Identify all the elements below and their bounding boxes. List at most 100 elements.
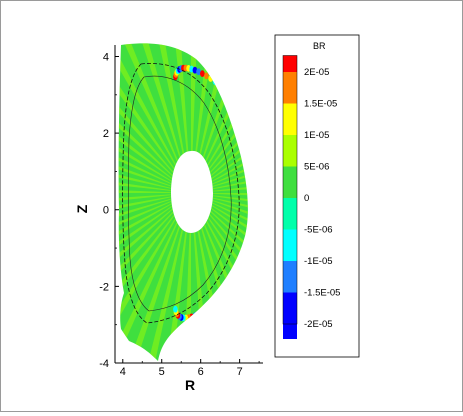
mode-band bbox=[118, 193, 191, 293]
legend-label: 2E-05 bbox=[304, 67, 329, 78]
edge-mode-blob bbox=[264, 138, 269, 145]
mode-band bbox=[118, 43, 191, 193]
mode-band bbox=[191, 75, 248, 193]
x-tick-label: 5 bbox=[159, 366, 165, 378]
mode-band bbox=[118, 193, 191, 235]
edge-mode-blob bbox=[253, 259, 258, 266]
mode-band bbox=[118, 193, 191, 355]
legend-swatch bbox=[283, 244, 297, 261]
edge-mode-blob bbox=[212, 301, 218, 308]
mode-band bbox=[118, 193, 191, 311]
y-ticks: 4 2 0 -2 -4 bbox=[99, 51, 119, 370]
edge-mode-blob bbox=[208, 75, 213, 82]
mode-band bbox=[141, 193, 191, 361]
mode-band bbox=[118, 193, 191, 327]
edge-mode-blob bbox=[217, 297, 222, 305]
edge-mode-blob bbox=[257, 126, 262, 133]
edge-mode-blob bbox=[221, 293, 227, 301]
mode-band bbox=[118, 193, 191, 342]
mode-band bbox=[191, 43, 248, 193]
edge-mode-blob bbox=[235, 98, 241, 106]
legend-swatch bbox=[283, 213, 297, 230]
legend-label: -2E-05 bbox=[304, 319, 333, 330]
legend-label: 1E-05 bbox=[304, 130, 329, 141]
mode-band bbox=[191, 193, 248, 222]
edge-mode-blob bbox=[267, 145, 272, 152]
legend-label: 5E-06 bbox=[304, 162, 329, 173]
legend-swatch bbox=[283, 307, 297, 324]
edge-mode-blob bbox=[267, 234, 272, 241]
legend-swatch bbox=[283, 276, 297, 293]
legend-label: -5E-06 bbox=[304, 225, 333, 236]
legend-swatches bbox=[282, 55, 298, 339]
mode-band bbox=[191, 151, 248, 193]
legend-swatch bbox=[283, 135, 297, 150]
legend-swatch bbox=[283, 324, 297, 339]
separatrix-contour bbox=[122, 63, 240, 324]
legend-swatch bbox=[283, 198, 297, 213]
edge-mode-blob bbox=[200, 70, 205, 78]
legend-label: 0 bbox=[304, 193, 309, 204]
mode-band bbox=[191, 193, 248, 360]
edge-mode-blob bbox=[260, 132, 265, 139]
edge-mode-blob bbox=[257, 253, 262, 260]
edge-mode-blob bbox=[240, 275, 245, 283]
legend-swatch bbox=[283, 166, 297, 182]
edge-mode-blob bbox=[231, 93, 236, 101]
mode-band bbox=[191, 193, 248, 317]
y-tick-label: 0 bbox=[103, 205, 109, 217]
mode-band bbox=[191, 111, 248, 193]
legend-label: -1.5E-05 bbox=[304, 288, 340, 299]
legend-swatch bbox=[283, 261, 297, 276]
legend-swatch bbox=[283, 103, 297, 119]
flux-surface-contour bbox=[128, 75, 232, 312]
edge-mode-blob bbox=[208, 304, 213, 311]
legend-swatch bbox=[283, 292, 297, 308]
x-tick-label: 6 bbox=[198, 366, 204, 378]
mode-band bbox=[118, 193, 191, 214]
x-ticks: 4 5 6 7 bbox=[120, 359, 260, 378]
mode-band bbox=[118, 193, 191, 361]
edge-mode-blob bbox=[226, 289, 232, 297]
edge-mode-blob bbox=[244, 270, 248, 278]
mode-band bbox=[118, 123, 191, 193]
mode-band bbox=[191, 93, 248, 193]
mode-band bbox=[121, 193, 191, 361]
edge-mode-blob bbox=[192, 66, 198, 74]
mode-band bbox=[118, 86, 191, 193]
mode-band bbox=[118, 143, 191, 193]
edge-mode-blob bbox=[200, 308, 205, 316]
edge-mode-blob bbox=[235, 280, 241, 288]
mode-band bbox=[191, 131, 248, 193]
legend-label: -1E-05 bbox=[304, 256, 333, 267]
mode-band bbox=[149, 43, 191, 193]
mode-band bbox=[191, 193, 248, 333]
edge-mode-blob bbox=[249, 114, 254, 121]
edge-mode-blob bbox=[196, 68, 201, 76]
edge-mode-blob bbox=[204, 306, 209, 314]
mode-band bbox=[118, 104, 191, 193]
mode-band bbox=[118, 43, 191, 193]
edge-mode-blob bbox=[269, 151, 274, 158]
mode-band bbox=[118, 53, 191, 193]
mode-band bbox=[118, 185, 191, 193]
edge-mode-blob bbox=[196, 310, 201, 318]
mode-band bbox=[118, 164, 191, 193]
legend-title: BR bbox=[313, 41, 326, 51]
mode-band bbox=[191, 172, 248, 193]
legend-label: 1.5E-05 bbox=[304, 99, 337, 110]
mode-band bbox=[191, 193, 248, 282]
mode-band bbox=[191, 193, 248, 201]
edge-mode-blob bbox=[204, 72, 209, 80]
colorbar-legend: BR 2E-05 1.5E-05 1E-05 5E-06 0 -5E-06 -1E-05 -1… bbox=[274, 34, 360, 358]
edge-mode-blob bbox=[231, 285, 236, 293]
y-axis-label: Z bbox=[74, 204, 90, 213]
edge-mode-blob bbox=[260, 247, 265, 254]
y-tick-label: -2 bbox=[99, 281, 109, 293]
legend-swatch bbox=[283, 181, 297, 198]
mode-band bbox=[170, 43, 191, 193]
legend-swatch-border bbox=[282, 55, 298, 325]
edge-mode-blob bbox=[221, 85, 227, 93]
legend-swatch bbox=[283, 150, 297, 167]
